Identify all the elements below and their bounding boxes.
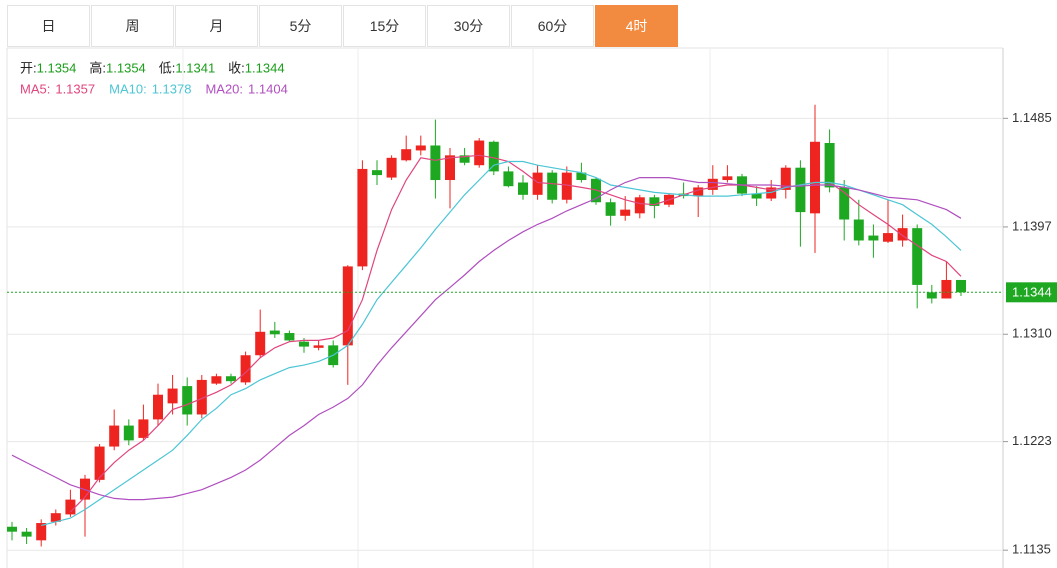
info-value: 1.1354	[37, 60, 77, 75]
candle-body	[123, 425, 134, 441]
candle-body	[868, 235, 879, 241]
candle-body	[780, 167, 791, 190]
candle-body	[167, 388, 178, 404]
y-tick-label: 1.1223	[1012, 433, 1052, 448]
ma-line	[11, 177, 962, 501]
candle-body	[532, 172, 543, 195]
tab[interactable]: 周	[91, 5, 174, 47]
candle-body	[883, 233, 893, 242]
info-value: 1.1341	[175, 60, 215, 75]
candle-body	[488, 141, 499, 172]
candle-body	[415, 145, 426, 151]
candle-body	[926, 292, 937, 299]
tab[interactable]: 5分	[259, 5, 342, 47]
candle-body	[853, 219, 864, 241]
candle-body	[50, 513, 61, 522]
legend-value: 1.1404	[248, 81, 288, 96]
candle-body	[65, 499, 76, 515]
tab[interactable]: 30分	[427, 5, 510, 47]
candle-body	[722, 176, 733, 181]
last-price-label: 1.1344	[1012, 285, 1052, 300]
candle-body	[561, 172, 572, 200]
candle-body	[372, 170, 382, 176]
candle-body	[211, 376, 222, 384]
candle-body	[503, 171, 514, 187]
info-label: 低:	[159, 60, 176, 75]
grid: 1.1135 1.1223 1.1310 1.1397 1.1485	[7, 110, 1052, 557]
info-label: 高:	[89, 60, 106, 75]
y-tick-label: 1.1135	[1012, 542, 1051, 557]
candle-body	[956, 279, 966, 293]
y-tick-label: 1.1485	[1012, 110, 1052, 125]
legend-label: MA10:	[109, 81, 147, 96]
candle-body	[620, 209, 631, 216]
legend-label: MA20:	[205, 81, 243, 96]
info-label: 开:	[20, 60, 37, 75]
candle-body	[824, 143, 835, 188]
candle-body	[386, 157, 397, 178]
candle-body	[445, 155, 455, 181]
candle-body	[634, 197, 645, 214]
candle-body	[21, 531, 32, 537]
tab[interactable]: 月	[175, 5, 258, 47]
candle-body	[430, 145, 441, 181]
candle-body	[36, 523, 47, 541]
info-value: 1.1354	[106, 60, 146, 75]
candle-body	[342, 266, 353, 346]
candle-body	[518, 182, 528, 195]
candle-body	[897, 228, 908, 241]
candle-body	[401, 149, 412, 161]
tab[interactable]: 15分	[343, 5, 426, 47]
candle-body	[313, 345, 324, 348]
candle-body	[707, 178, 718, 190]
candle-body	[459, 155, 470, 163]
candle-body	[138, 419, 149, 438]
candle-body	[839, 187, 850, 220]
candle-body	[299, 341, 309, 347]
ma-line	[41, 160, 962, 527]
candle-body	[240, 355, 251, 383]
candle-body	[693, 187, 704, 197]
candle-body	[255, 331, 266, 356]
candle-body	[196, 379, 207, 415]
y-tick-label: 1.1310	[1012, 326, 1052, 341]
candle-body	[284, 333, 295, 341]
candle-body	[649, 197, 660, 206]
tab[interactable]: 4时	[595, 5, 678, 47]
candle-body	[605, 202, 616, 216]
candle-body	[226, 376, 236, 382]
tab-bar: 日周月 5分 15分 30分 60分 4时	[7, 5, 679, 47]
candle-body	[795, 167, 806, 213]
legend-label: MA5:	[20, 81, 50, 96]
candle-body	[576, 172, 587, 181]
candle-body	[94, 446, 105, 480]
ma-line	[69, 154, 962, 513]
candle-body	[153, 394, 163, 420]
candle-body	[941, 279, 952, 299]
candle-body	[109, 425, 120, 447]
candle-body	[357, 168, 368, 267]
candle-body	[912, 228, 923, 285]
candle-body	[547, 172, 558, 200]
candle-body	[810, 141, 820, 214]
y-tick-label: 1.1397	[1012, 218, 1052, 233]
info-label: 收:	[228, 60, 245, 75]
legend-value: 1.1378	[152, 81, 192, 96]
candle-body	[7, 526, 17, 532]
candle-body	[474, 140, 485, 166]
candle-body	[182, 386, 193, 415]
plot: 1.1344	[7, 104, 1057, 547]
candle-body	[269, 330, 280, 335]
tab[interactable]: 60分	[511, 5, 594, 47]
last-price-box	[1006, 282, 1057, 303]
legend-value: 1.1357	[55, 81, 95, 96]
candle-body	[751, 193, 762, 199]
tab[interactable]: 日	[7, 5, 90, 47]
info-value: 1.1344	[245, 60, 285, 75]
